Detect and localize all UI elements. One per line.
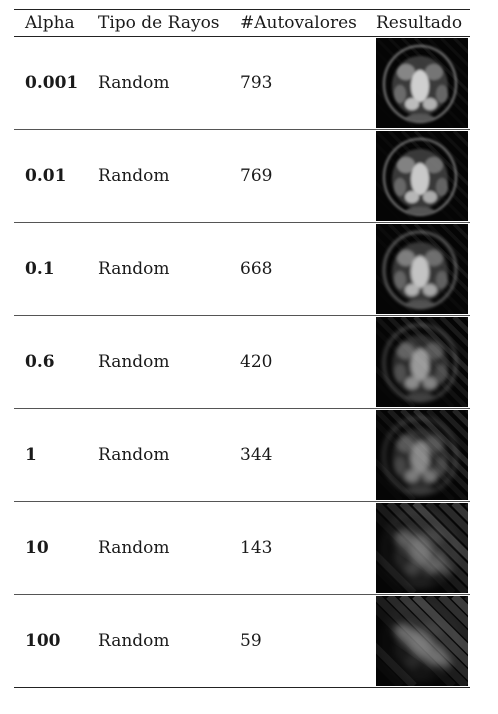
alpha-cell: 0.1	[25, 259, 55, 279]
autovalores-cell: 420	[240, 352, 273, 372]
row-separator	[14, 594, 470, 595]
row-separator	[14, 129, 470, 130]
result-image-cell	[376, 317, 470, 407]
table-row: 0.6 Random 420	[14, 316, 470, 408]
row-separator	[14, 315, 470, 316]
table-row: 0.01 Random 769	[14, 130, 470, 222]
table-row: 1 Random 344	[14, 409, 470, 501]
tipo-cell: Random	[98, 631, 170, 651]
result-image	[376, 224, 468, 314]
result-image	[376, 317, 468, 407]
result-image-cell	[376, 224, 470, 314]
autovalores-cell: 59	[240, 631, 262, 651]
bottom-rule	[14, 687, 470, 688]
alpha-cell: 100	[25, 631, 61, 651]
alpha-cell: 0.6	[25, 352, 55, 372]
autovalores-cell: 793	[240, 73, 273, 93]
result-image	[376, 38, 468, 128]
header-autovalores: #Autovalores	[240, 13, 357, 33]
row-separator	[14, 222, 470, 223]
autovalores-cell: 769	[240, 166, 273, 186]
table-row: 0.001 Random 793	[14, 37, 470, 129]
header-tipo: Tipo de Rayos	[98, 13, 220, 33]
result-image-cell	[376, 38, 470, 128]
result-image-cell	[376, 596, 470, 686]
result-image	[376, 503, 468, 593]
top-rule	[14, 9, 470, 10]
header-alpha: Alpha	[25, 13, 75, 33]
tipo-cell: Random	[98, 445, 170, 465]
result-image-cell	[376, 410, 470, 500]
tipo-cell: Random	[98, 259, 170, 279]
result-image-cell	[376, 131, 470, 221]
alpha-cell: 10	[25, 538, 49, 558]
autovalores-cell: 143	[240, 538, 273, 558]
results-table: Alpha Tipo de Rayos #Autovalores Resulta…	[14, 9, 470, 688]
tipo-cell: Random	[98, 166, 170, 186]
header-rule	[14, 36, 470, 37]
tipo-cell: Random	[98, 73, 170, 93]
header-resultado: Resultado	[376, 13, 463, 33]
alpha-cell: 0.001	[25, 73, 79, 93]
result-image	[376, 410, 468, 500]
autovalores-cell: 344	[240, 445, 273, 465]
result-image-cell	[376, 503, 470, 593]
table-row: 10 Random 143	[14, 502, 470, 594]
result-image	[376, 596, 468, 686]
table-row: 0.1 Random 668	[14, 223, 470, 315]
alpha-cell: 1	[25, 445, 37, 465]
row-separator	[14, 408, 470, 409]
tipo-cell: Random	[98, 538, 170, 558]
autovalores-cell: 668	[240, 259, 273, 279]
row-separator	[14, 501, 470, 502]
result-image	[376, 131, 468, 221]
tipo-cell: Random	[98, 352, 170, 372]
table-header: Alpha Tipo de Rayos #Autovalores Resulta…	[14, 10, 470, 36]
table-row: 100 Random 59	[14, 595, 470, 687]
alpha-cell: 0.01	[25, 166, 67, 186]
